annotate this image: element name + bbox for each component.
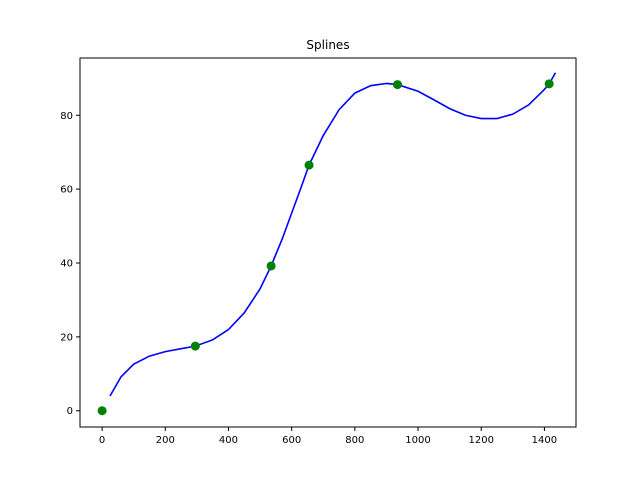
x-tick-label: 200 (156, 435, 175, 446)
data-point-2 (266, 261, 276, 271)
plot-area (97, 72, 557, 416)
y-tick-label: 60 (60, 185, 73, 196)
axis-ticks: 0 200 400 600 800 1000 1200 1400 0 20 40 60 80 (60, 111, 557, 446)
y-tick-label: 80 (60, 111, 73, 122)
x-tick-label: 1000 (405, 435, 430, 446)
x-tick-label: 1200 (468, 435, 493, 446)
x-tick-label: 800 (345, 435, 364, 446)
chart-title: Splines (306, 38, 349, 52)
data-point-0 (97, 406, 107, 416)
data-point-4 (393, 80, 402, 90)
y-tick-label: 20 (60, 332, 73, 343)
data-point-5 (544, 79, 554, 89)
x-tick-label: 400 (219, 435, 238, 446)
data-point-1 (190, 341, 200, 351)
x-tick-label: 0 (99, 435, 105, 446)
axes-frame (79, 57, 577, 428)
spline-curve-0 (109, 72, 557, 397)
x-tick-label: 1400 (532, 435, 557, 446)
x-tick-label: 600 (282, 435, 301, 446)
y-tick-label: 0 (67, 406, 73, 417)
data-point-3 (304, 160, 314, 170)
y-tick-label: 40 (60, 259, 73, 270)
